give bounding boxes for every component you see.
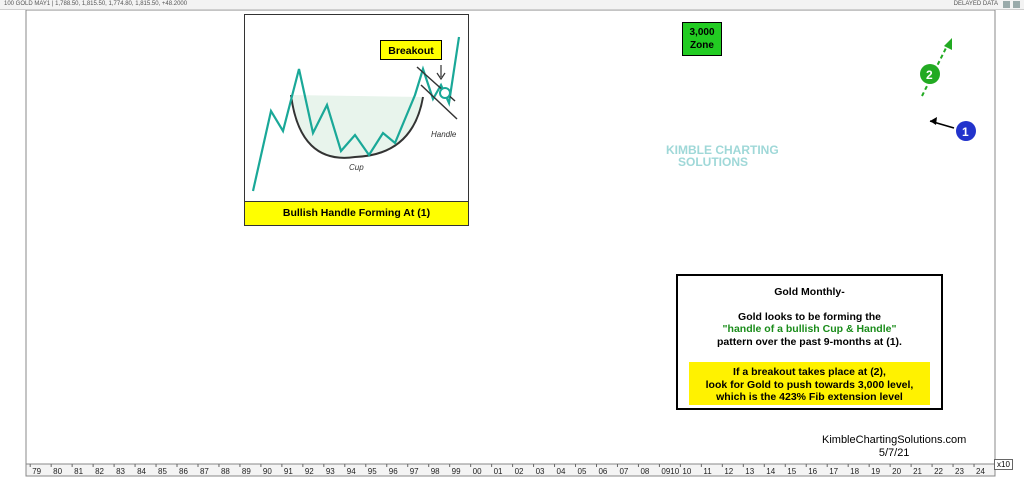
x-tick-label: 0910 xyxy=(661,467,679,476)
commentary-quote: "handle of a bullish Cup & Handle" xyxy=(722,323,897,335)
x-tick-label: 97 xyxy=(410,467,419,476)
marker-1-label: 1 xyxy=(962,125,969,139)
credit-site: KimbleChartingSolutions.com xyxy=(822,434,967,446)
x-tick-label: 07 xyxy=(619,467,628,476)
settings-icon[interactable] xyxy=(1003,1,1010,8)
x-tick-label: 03 xyxy=(536,467,545,476)
x-tick-label: 13 xyxy=(745,467,754,476)
credit-date: 5/7/21 xyxy=(878,447,910,459)
highlight-line-1: If a breakout takes place at (2), xyxy=(733,366,886,378)
x-tick-label: 85 xyxy=(158,467,167,476)
x-tick-label: 95 xyxy=(368,467,377,476)
x-tick-label: 14 xyxy=(766,467,775,476)
marker-2-path xyxy=(921,43,949,97)
breakout-label: Breakout xyxy=(380,40,442,60)
breakout-point xyxy=(439,87,451,99)
x-tick-label: 94 xyxy=(347,467,356,476)
x-tick-label: 06 xyxy=(598,467,607,476)
watermark-line-2: SOLUTIONS xyxy=(678,155,748,169)
x-tick-label: 84 xyxy=(137,467,146,476)
close-icon[interactable] xyxy=(1013,1,1020,8)
x-tick-label: 99 xyxy=(452,467,461,476)
commentary-line-1: Gold looks to be forming the xyxy=(738,310,881,323)
handle-label: Handle xyxy=(431,130,457,139)
x-tick-label: 02 xyxy=(515,467,524,476)
marker-2-label: 2 xyxy=(926,68,933,82)
marker-1-circle xyxy=(956,121,976,141)
watermark-line-1: KIMBLE CHARTING xyxy=(666,143,779,157)
x-tick-label: 91 xyxy=(284,467,293,476)
x-tick-label: 00 xyxy=(473,467,482,476)
highlight-line-2: look for Gold to push towards 3,000 leve… xyxy=(705,378,914,391)
x-tick-label: 15 xyxy=(787,467,796,476)
ticker-line: 100 GOLD MAY1 | 1,788.50, 1,815.50, 1,77… xyxy=(4,1,188,7)
x-tick-label: 22 xyxy=(934,467,943,476)
zone-badge: 3,000 Zone xyxy=(682,22,722,56)
x-tick-label: 83 xyxy=(116,467,125,476)
x-tick-label: 88 xyxy=(221,467,230,476)
x-axis-band xyxy=(25,463,996,477)
x-tick-label: 98 xyxy=(431,467,440,476)
x-tick-label: 24 xyxy=(976,467,985,476)
x-tick-label: 01 xyxy=(494,467,503,476)
x-tick-label: 92 xyxy=(305,467,314,476)
breakout-down-arrow xyxy=(436,65,446,81)
commentary-box: Gold Monthly- Gold looks to be forming t… xyxy=(676,274,943,410)
x-tick-label: 19 xyxy=(871,467,880,476)
x-tick-label: 86 xyxy=(179,467,188,476)
x-tick-label: 89 xyxy=(242,467,251,476)
x-tick-label: 93 xyxy=(326,467,335,476)
inset-caption: Bullish Handle Forming At (1) xyxy=(245,201,468,225)
handle-line-lower xyxy=(420,84,458,120)
x-tick-label: 23 xyxy=(955,467,964,476)
x-tick-label: 96 xyxy=(389,467,398,476)
zone-line-2: Zone xyxy=(690,40,714,51)
credit: KimbleChartingSolutions.com 5/7/21 xyxy=(822,434,966,460)
x-tick-label: 11 xyxy=(703,467,712,476)
x-tick-label: 80 xyxy=(53,467,62,476)
x-tick-label: 20 xyxy=(892,467,901,476)
highlight-line-3: which is the 423% Fib extension level xyxy=(716,391,903,403)
marker-1-arrowhead xyxy=(930,117,937,125)
x-tick-label: 87 xyxy=(200,467,209,476)
x-tick-label: 05 xyxy=(578,467,587,476)
cup-handle-diagram: Cup Handle xyxy=(251,36,461,192)
x-tick-label: 08 xyxy=(640,467,649,476)
delayed-data-label: DELAYED DATA xyxy=(953,1,998,7)
x-tick-label: 90 xyxy=(263,467,272,476)
x-tick-label: 21 xyxy=(913,467,922,476)
ticker-header: 100 GOLD MAY1 | 1,788.50, 1,815.50, 1,77… xyxy=(0,0,1024,10)
x-tick-label: 17 xyxy=(829,467,838,476)
scale-badge[interactable]: x10 xyxy=(994,459,1013,470)
x-tick-label: 04 xyxy=(557,467,566,476)
x-tick-label: 10 xyxy=(682,467,691,476)
commentary-highlight: If a breakout takes place at (2), look f… xyxy=(689,362,930,405)
x-tick-label: 16 xyxy=(808,467,817,476)
marker-2-arrowhead xyxy=(944,38,952,50)
x-tick-label: 79 xyxy=(32,467,41,476)
x-tick-label: 18 xyxy=(850,467,859,476)
commentary-title: Gold Monthly- xyxy=(774,286,845,298)
x-tick-label: 12 xyxy=(724,467,733,476)
zone-line-1: 3,000 xyxy=(689,27,715,38)
x-tick-label: 81 xyxy=(74,467,83,476)
commentary-line-3: pattern over the past 9-months at (1). xyxy=(717,335,902,348)
x-tick-label: 82 xyxy=(95,467,104,476)
cup-label: Cup xyxy=(349,163,364,172)
